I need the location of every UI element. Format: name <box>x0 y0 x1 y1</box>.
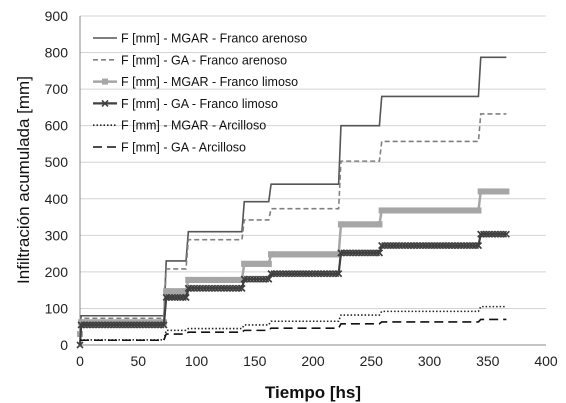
series-4-marker <box>474 242 482 250</box>
x-tick-label: 200 <box>301 353 325 369</box>
legend-label: F [mm] - MGAR - Arcilloso <box>121 119 266 133</box>
series-3-marker <box>256 260 263 267</box>
series-4-marker <box>375 249 383 257</box>
legend-entry: F [mm] - MGAR - Arcilloso <box>93 119 266 133</box>
legend-label: F [mm] - GA - Franco limoso <box>121 97 278 111</box>
series-4-marker <box>488 230 496 238</box>
series-1-line <box>79 56 507 330</box>
series-4-marker <box>76 341 84 349</box>
series-layer <box>76 56 510 349</box>
series-1 <box>79 56 507 330</box>
series-4-marker <box>477 230 485 238</box>
legend-marker <box>102 78 108 85</box>
series-4-marker <box>502 230 510 238</box>
series-3-marker <box>503 188 510 195</box>
y-tick-label: 800 <box>45 45 69 61</box>
axes <box>79 16 546 346</box>
series-3-marker <box>238 276 245 283</box>
series-3-marker <box>475 207 482 214</box>
y-tick-label: 300 <box>45 227 69 243</box>
x-tick-label: 0 <box>76 353 84 369</box>
legend-marker <box>101 99 109 107</box>
y-axis-title: Infiltración acumulada [mm] <box>14 76 33 284</box>
series-3-marker <box>376 221 383 228</box>
y-tick-label: 600 <box>45 118 69 134</box>
series-3-marker <box>259 260 266 267</box>
series-4-marker <box>499 230 508 238</box>
series-4-marker <box>168 293 176 302</box>
series-3-marker <box>244 260 251 267</box>
series-4-marker <box>494 230 502 238</box>
y-tick-label: 200 <box>45 264 69 280</box>
series-4-marker <box>179 293 187 302</box>
series-3-marker <box>262 260 269 267</box>
series-4-marker <box>162 293 170 302</box>
series-3-marker <box>250 260 257 267</box>
series-4-marker <box>491 230 499 238</box>
x-tick-label: 300 <box>418 353 442 369</box>
series-4-marker <box>482 230 491 238</box>
series-4 <box>76 230 510 349</box>
legend-entry: F [mm] - MGAR - Franco arenoso <box>93 32 307 46</box>
series-6-line <box>80 318 507 342</box>
y-tick-label: 100 <box>45 300 69 316</box>
y-tick-label: 500 <box>45 154 69 170</box>
legend-entry: F [mm] - GA - Arcilloso <box>93 141 246 155</box>
legend-label: F [mm] - GA - Franco arenoso <box>121 53 287 67</box>
series-4-marker <box>265 275 273 283</box>
series-3-marker <box>241 260 248 267</box>
series-4-marker <box>485 230 493 238</box>
series-2 <box>79 113 507 332</box>
x-tick-label: 150 <box>243 353 267 369</box>
series-4-line <box>78 233 507 346</box>
series-4-marker <box>238 284 246 292</box>
x-tick-label: 400 <box>534 353 558 369</box>
legend: F [mm] - MGAR - Franco arenoso F [mm] - G… <box>93 32 307 155</box>
legend-entry: F [mm] - GA - Franco arenoso <box>93 53 287 67</box>
x-tick-label: 50 <box>130 353 146 369</box>
y-tick-label: 0 <box>60 337 68 353</box>
series-4-marker <box>160 321 168 329</box>
series-4-marker <box>182 293 190 302</box>
y-axis-ticks: 0 100 200 300 400 500 600 700 800 900 <box>45 8 69 353</box>
x-tick-label: 350 <box>476 353 500 369</box>
y-tick-label: 700 <box>45 81 69 97</box>
series-3 <box>77 188 510 338</box>
series-3-marker <box>265 260 272 267</box>
series-3-marker <box>247 260 254 267</box>
x-tick-label: 100 <box>185 353 209 369</box>
series-3-marker <box>253 260 260 267</box>
legend-label: F [mm] - GA - Arcilloso <box>121 141 246 155</box>
series-6 <box>80 318 507 342</box>
series-4-marker <box>176 293 184 302</box>
legend-entry: F [mm] - MGAR - Franco limoso <box>93 75 298 89</box>
series-2-line <box>79 113 507 332</box>
series-4-marker <box>335 270 343 278</box>
x-tick-label: 250 <box>360 353 384 369</box>
x-axis-title: Tiempo [hs] <box>265 383 361 402</box>
series-4-marker <box>171 293 179 302</box>
series-4-marker <box>173 293 182 302</box>
series-4-marker <box>497 230 505 238</box>
legend-label: F [mm] - MGAR - Franco arenoso <box>121 32 307 46</box>
x-axis-ticks: 0 50 100 150 200 250 300 350 400 <box>76 353 558 369</box>
gridlines <box>80 15 546 309</box>
series-4-marker <box>480 230 488 238</box>
series-4-marker <box>165 293 173 302</box>
legend-label: F [mm] - MGAR - Franco limoso <box>121 75 298 89</box>
y-tick-label: 400 <box>45 191 69 207</box>
y-tick-label: 900 <box>45 8 69 24</box>
legend-entry: F [mm] - GA - Franco limoso <box>93 97 278 111</box>
